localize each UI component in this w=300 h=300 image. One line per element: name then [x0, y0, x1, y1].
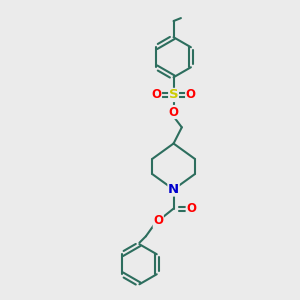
Text: O: O: [186, 88, 196, 101]
Text: O: O: [169, 106, 178, 118]
Text: N: N: [168, 183, 179, 196]
Text: S: S: [169, 88, 178, 101]
Text: O: O: [153, 214, 163, 227]
Text: O: O: [186, 202, 196, 215]
Text: O: O: [152, 88, 161, 101]
